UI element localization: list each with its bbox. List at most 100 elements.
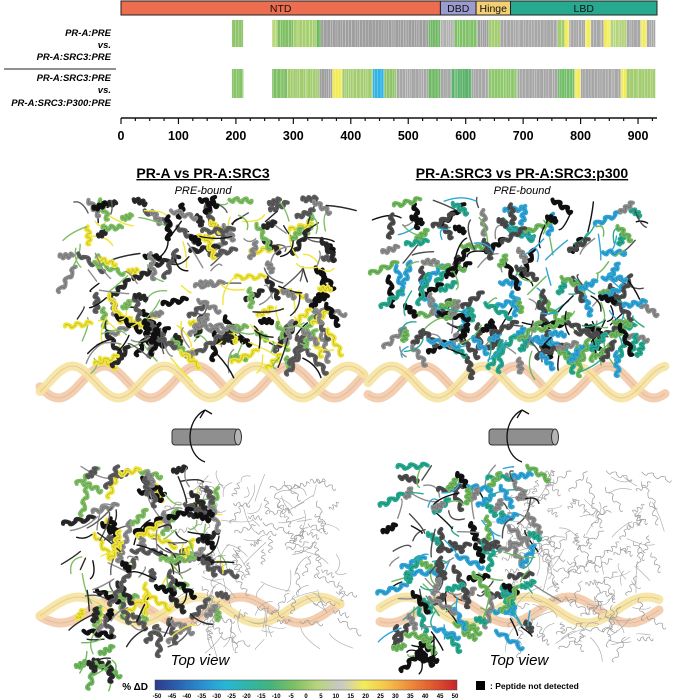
coil-loop [549, 548, 564, 571]
helix-ribbon [266, 196, 283, 207]
helix-ribbon-edge [512, 472, 532, 479]
coil-loop [487, 339, 507, 361]
helix-ribbon-edge [465, 488, 471, 504]
coil-loop [276, 243, 287, 252]
helix-ribbon-edge [133, 295, 141, 321]
helix-ribbon [430, 500, 447, 512]
helix-ribbon [148, 326, 160, 342]
helix-ribbon [439, 541, 473, 554]
helix-ribbon [220, 636, 251, 647]
coil-loop [607, 589, 615, 601]
helix-ribbon-edge [498, 219, 507, 228]
helix-ribbon [415, 271, 431, 307]
helix-ribbon [552, 580, 560, 592]
helix-ribbon [319, 236, 337, 263]
coil-loop [86, 589, 90, 612]
helix-ribbon [569, 580, 583, 607]
coil-loop [217, 546, 226, 557]
helix-ribbon [277, 619, 292, 625]
helix-ribbon-edge [422, 259, 439, 265]
coil-loop [153, 629, 170, 635]
coverage-segment [319, 69, 333, 98]
helix-ribbon [576, 337, 591, 367]
coverage-segment [384, 69, 397, 98]
helix-ribbon-edge [310, 293, 322, 308]
helix-ribbon [539, 352, 556, 372]
coil-loop [430, 610, 437, 628]
coil-loop [177, 476, 188, 503]
helix-ribbon [617, 200, 635, 215]
coverage-segment [471, 69, 489, 98]
helix-ribbon [113, 466, 143, 478]
helix-ribbon [617, 322, 635, 357]
helix-ribbon-edge [447, 583, 465, 591]
helix-ribbon [55, 264, 78, 295]
helix-ribbon [426, 292, 437, 316]
helix-ribbon-edge [170, 210, 197, 220]
helix-ribbon [606, 541, 620, 554]
coil-loop [237, 609, 242, 633]
coil-loop [74, 247, 82, 268]
helix-ribbon [426, 337, 461, 350]
coil-loop [254, 474, 266, 502]
helix-ribbon [164, 214, 173, 242]
helix-ribbon-edge [421, 562, 434, 571]
scale-gradient [154, 679, 458, 691]
scale-tick-label: -30 [212, 694, 221, 700]
helix-ribbon-edge [432, 502, 445, 510]
helix-ribbon [314, 513, 324, 527]
coil-loop [397, 498, 403, 519]
coil-loop [431, 333, 442, 346]
rotation-icon-left [171, 409, 242, 463]
coil-loop [249, 619, 268, 625]
helix-ribbon [246, 286, 256, 310]
helix-ribbon-edge [432, 213, 454, 227]
helix-ribbon [367, 259, 400, 276]
coil-loop [411, 251, 435, 256]
helix-ribbon [436, 310, 471, 323]
scale-tick-label: -5 [288, 694, 294, 700]
helix-ribbon-edge [259, 318, 273, 324]
helix-ribbon [299, 524, 305, 543]
coil-loop [504, 622, 520, 652]
helix-ribbon [580, 601, 604, 617]
helix-ribbon-edge [266, 277, 279, 299]
helix-ribbon [283, 347, 304, 377]
coverage-segment [610, 20, 627, 47]
coil-loop [299, 343, 312, 351]
helix-ribbon [300, 194, 319, 204]
helix-ribbon-edge [269, 201, 288, 211]
helix-ribbon-edge [519, 205, 527, 225]
helix-ribbon [585, 579, 597, 586]
coil-loop [312, 484, 317, 498]
coil-loop [99, 503, 114, 509]
helix-ribbon [637, 301, 660, 319]
helix-ribbon-edge [131, 509, 147, 525]
dna-strand-edge [39, 365, 365, 399]
helix-ribbon [306, 532, 320, 540]
coil-loop [223, 619, 233, 648]
helix-ribbon [299, 620, 323, 627]
coil-loop [597, 501, 602, 517]
helix-ribbon-edge [498, 513, 518, 523]
helix-ribbon [325, 327, 345, 358]
coil-loop [311, 345, 335, 351]
helix-ribbon-edge [405, 239, 429, 246]
helix-ribbon [537, 633, 550, 646]
helix-ribbon-edge [146, 471, 154, 487]
coverage-track-1 [121, 20, 657, 47]
helix-ribbon [625, 575, 638, 596]
helix-ribbon [496, 253, 509, 269]
coil-loop [595, 225, 605, 237]
coil-loop [262, 604, 266, 629]
comparison-1-line-1: PR-A:PRE [65, 28, 112, 39]
coil-loop [293, 316, 303, 327]
helix-ribbon-edge [617, 226, 632, 242]
helix-ribbon [643, 535, 650, 553]
helix-ribbon [448, 299, 461, 318]
helix-ribbon [525, 463, 551, 484]
coil-loop [97, 532, 121, 553]
coil-loop [175, 531, 192, 543]
helix-ribbon-edge [121, 300, 131, 309]
protein-structure-left-front [35, 194, 369, 403]
